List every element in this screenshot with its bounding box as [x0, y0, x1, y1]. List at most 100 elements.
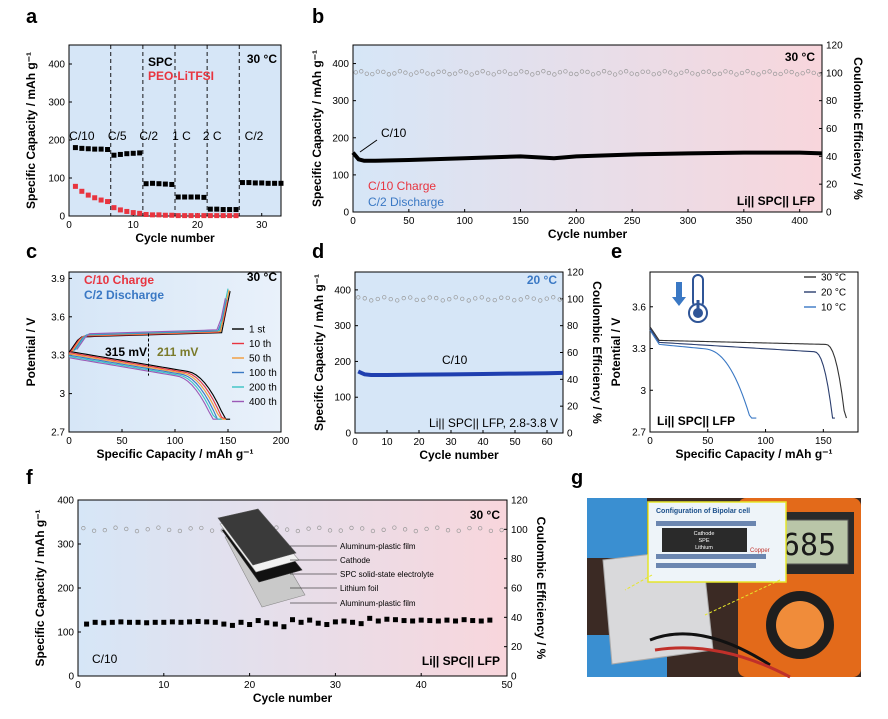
legend-discharge: C/2 Discharge [84, 288, 164, 302]
overpotential-315: 315 mV [105, 345, 147, 359]
capacity-point [264, 620, 270, 626]
ce-point [392, 525, 397, 530]
spc-point [201, 194, 207, 200]
ce-point [651, 72, 656, 77]
inset-label: Aluminum-plastic film [340, 599, 416, 608]
discharge-curve [68, 357, 218, 420]
ce-point [414, 70, 419, 75]
x-tick-label: 0 [66, 220, 72, 231]
x-tick-label: 0 [75, 680, 81, 691]
y-tick-label: 100 [48, 174, 65, 185]
ce-point [811, 70, 816, 76]
peo-point [130, 210, 136, 216]
ce-point [452, 71, 458, 76]
capacity-point [332, 619, 338, 625]
charge-curve [70, 300, 229, 353]
probe-wire-red [654, 646, 791, 679]
ce-point [113, 525, 118, 530]
x-tick-label: 30 [330, 680, 342, 691]
ce-point [552, 72, 557, 77]
spc-point [272, 180, 278, 186]
ce-point [684, 69, 689, 74]
ce-point [403, 70, 408, 75]
ce-point [518, 297, 523, 302]
ce-point [635, 72, 640, 77]
y-tick-label: 200 [332, 133, 349, 144]
spc-point [124, 151, 130, 157]
x-axis-label: Specific Capacity / mAh g⁻¹ [96, 447, 253, 461]
capacity-point [401, 618, 407, 624]
y2-tick-label: 20 [826, 180, 838, 191]
cell-label: Li|| SPC|| LFP [657, 414, 735, 428]
ce-point [284, 527, 290, 532]
spc-point [143, 181, 149, 187]
legend-charge: C/10 Charge [368, 179, 436, 193]
y-tick-label: 3.6 [51, 312, 65, 323]
ce-point [338, 528, 343, 533]
peo-point [85, 192, 91, 198]
spc-point [259, 180, 265, 186]
y-tick-label: 100 [332, 170, 349, 181]
ce-point [601, 69, 607, 74]
y2-tick-label: 120 [826, 41, 843, 52]
capacity-point [84, 621, 90, 627]
capacity-point [255, 618, 261, 624]
x-tick-label: 50 [403, 216, 415, 227]
y-tick-label: 300 [332, 96, 349, 107]
ce-point [295, 528, 301, 534]
x-tick-label: 20 [413, 437, 425, 448]
y-tick-label: 400 [57, 496, 74, 507]
ce-point [695, 72, 701, 77]
y-tick-label: 3 [59, 389, 65, 400]
ce-point [717, 71, 723, 76]
legend-entry: 30 °C [821, 273, 846, 284]
ce-point [188, 526, 193, 531]
peo-point [72, 183, 78, 189]
spc-point [169, 181, 175, 187]
panel-label-d: d [312, 241, 324, 263]
y-tick-label: 100 [334, 393, 351, 404]
ce-point [424, 526, 429, 532]
peo-point [150, 212, 156, 218]
ce-point [623, 69, 629, 74]
capacity-point [461, 617, 467, 623]
ce-point [712, 71, 717, 77]
y2-tick-label: 40 [567, 375, 579, 386]
ce-point [349, 525, 354, 531]
ce-point [756, 72, 761, 77]
spc-point [252, 180, 258, 186]
y-axis-label: Potential / V [609, 318, 623, 387]
ce-point [306, 526, 311, 531]
schematic-layer-label: SPE [698, 538, 709, 544]
capacity-point [410, 618, 416, 624]
x-tick-label: 200 [568, 216, 585, 227]
panel-label-c: c [26, 241, 37, 263]
ce-point [662, 69, 667, 74]
x-tick-label: 250 [624, 216, 641, 227]
peo-point [79, 188, 85, 194]
y2-tick-label: 40 [826, 152, 838, 163]
inset-label: Aluminum-plastic film [340, 542, 416, 551]
inset-label: Lithium foil [340, 584, 378, 593]
capacity-point [350, 619, 356, 625]
y-tick-label: 0 [59, 212, 65, 223]
thermometer-fill-icon [693, 308, 703, 318]
x-tick-label: 50 [501, 680, 513, 691]
capacity-point [418, 617, 424, 623]
x-tick-label: 0 [647, 436, 653, 447]
peo-point [124, 208, 130, 214]
capacity-point [478, 618, 484, 624]
y2-tick-label: 0 [511, 672, 517, 683]
y2-tick-label: 0 [567, 429, 573, 440]
ce-point [551, 295, 556, 300]
ce-point [701, 69, 706, 75]
ce-point [596, 71, 601, 76]
discharge-curve [68, 350, 231, 420]
y2-tick-label: 60 [826, 124, 838, 135]
x-axis-label: Cycle number [135, 231, 215, 245]
charge-curve [73, 299, 227, 352]
cell-label: Li|| SPC|| LFP [422, 654, 500, 668]
x-tick-label: 200 [273, 436, 290, 447]
ce-point [806, 69, 811, 74]
